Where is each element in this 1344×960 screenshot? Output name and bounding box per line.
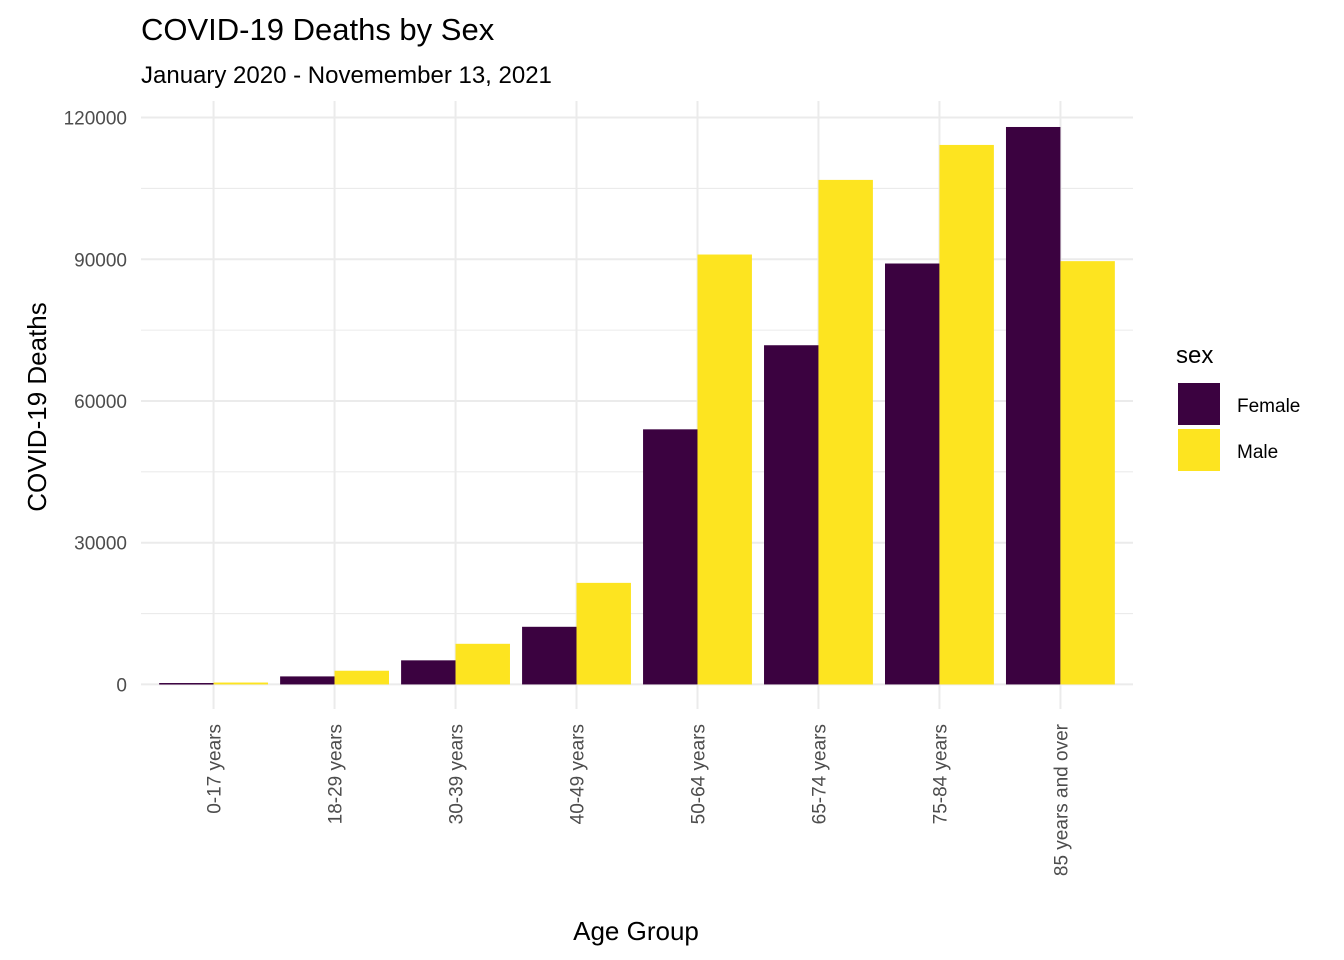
x-tick-label: 75-84 years — [930, 724, 951, 824]
bars — [159, 126, 1115, 685]
bar-male — [697, 254, 752, 685]
y-tick-label: 0 — [116, 675, 127, 696]
x-tick-label: 18-29 years — [326, 724, 347, 824]
bar-female — [401, 660, 456, 685]
x-tick-label: 30-39 years — [447, 724, 468, 824]
y-tick-label: 60000 — [74, 392, 127, 413]
y-tick-label: 90000 — [74, 250, 127, 271]
legend-label: Female — [1237, 396, 1300, 417]
bar-female — [643, 429, 698, 685]
legend: sex Female Male — [1176, 342, 1300, 471]
y-tick-label: 120000 — [64, 109, 127, 130]
y-axis-ticks: 0 30000 60000 90000 120000 — [64, 109, 127, 697]
legend-items: Female Male — [1178, 383, 1300, 471]
x-tick-label: 50-64 years — [688, 724, 709, 824]
x-tick-label: 65-74 years — [809, 724, 830, 824]
x-axis-ticks: 0-17 years 18-29 years 30-39 years 40-49 ye… — [205, 723, 1073, 876]
x-tick-label: 85 years and over — [1051, 723, 1072, 876]
bar-male — [576, 582, 631, 685]
x-axis-title: Age Group — [573, 916, 699, 946]
y-tick-label: 30000 — [74, 534, 127, 555]
bar-female — [764, 345, 819, 685]
bar-male — [1060, 261, 1115, 685]
chart-subtitle: January 2020 - Novemember 13, 2021 — [141, 62, 552, 89]
bar-female — [885, 263, 940, 685]
bar-male — [818, 179, 873, 685]
bar-male — [455, 643, 510, 685]
y-axis-title: COVID-19 Deaths — [22, 302, 52, 512]
bar-male — [334, 670, 389, 685]
legend-swatch-female — [1178, 383, 1220, 425]
bar-male — [939, 144, 994, 685]
legend-title: sex — [1176, 342, 1213, 369]
bar-female — [522, 626, 577, 685]
x-tick-label: 40-49 years — [568, 724, 589, 824]
bar-female — [1005, 126, 1061, 685]
bar-male — [213, 682, 269, 685]
chart-title: COVID-19 Deaths by Sex — [141, 12, 495, 47]
x-tick-label: 0-17 years — [205, 724, 226, 814]
bar-female — [159, 683, 214, 685]
legend-label: Male — [1237, 442, 1278, 463]
bar-female — [280, 676, 335, 685]
legend-swatch-male — [1178, 429, 1220, 471]
